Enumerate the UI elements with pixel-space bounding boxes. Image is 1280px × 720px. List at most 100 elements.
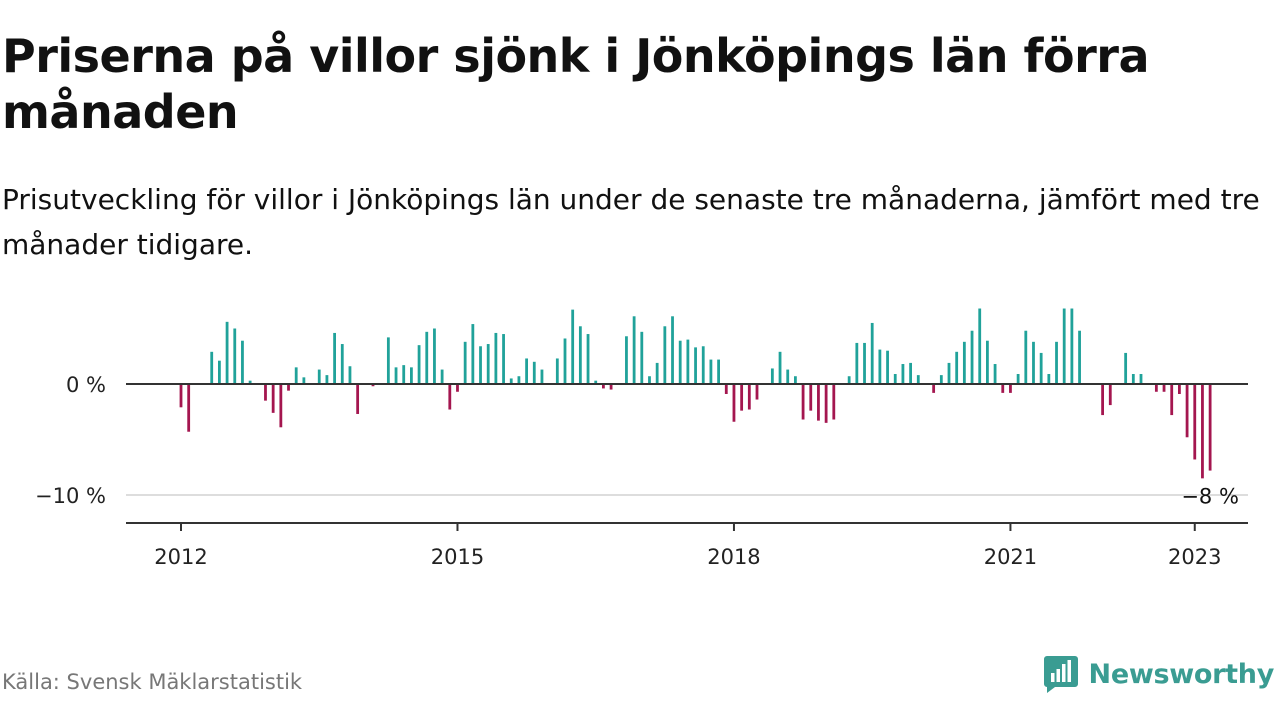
bar-chart: 0 % −10 % 2012 2015 2018 2021 2023 −8 %: [35, 308, 1248, 569]
chart-title: Priserna på villor sjönk i Jönköpings lä…: [2, 29, 1149, 139]
bar-positive: [1131, 374, 1135, 384]
bar-positive: [901, 364, 905, 384]
newsworthy-logo: Newsworthy: [1043, 653, 1274, 695]
bar-positive: [248, 380, 252, 384]
bar-positive: [532, 361, 536, 384]
bar-positive: [1032, 341, 1035, 384]
bar-positive: [709, 359, 713, 384]
bar-negative: [1154, 384, 1158, 392]
bar-negative: [809, 384, 813, 411]
bar-positive: [955, 351, 959, 384]
bar-positive: [325, 375, 329, 384]
bar-positive: [640, 331, 644, 384]
bar-positive: [1124, 352, 1128, 384]
bar-positive: [663, 326, 667, 384]
bar-negative: [1201, 384, 1204, 479]
bar-positive: [517, 376, 521, 384]
bar-positive: [394, 367, 398, 384]
bar-negative: [287, 384, 290, 391]
bar-positive: [1024, 330, 1028, 384]
bar-positive: [947, 362, 951, 384]
latest-value-label: −8 %: [1181, 485, 1239, 509]
bar-positive: [594, 380, 598, 384]
bar-positive: [417, 345, 421, 384]
bar-positive: [210, 351, 214, 384]
bar-positive: [1062, 308, 1066, 384]
bar-negative: [1178, 384, 1181, 394]
newsworthy-logo-text: Newsworthy: [1088, 658, 1275, 690]
bar-positive: [233, 328, 237, 384]
bar-negative: [179, 384, 183, 408]
bar-negative: [801, 384, 805, 420]
bar-positive: [686, 339, 690, 384]
bar-positive: [1078, 330, 1081, 384]
bar-positive: [317, 369, 321, 384]
bar-positive: [348, 366, 352, 384]
bar-positive: [502, 334, 505, 384]
bar-negative: [271, 384, 275, 413]
x-tick-label: 2023: [1168, 545, 1221, 569]
bar-negative: [1170, 384, 1174, 416]
bar-negative: [932, 384, 936, 393]
bar-positive: [571, 309, 575, 384]
bar-negative: [1009, 384, 1012, 393]
source-note: Källa: Svensk Mäklarstatistik: [2, 670, 303, 694]
bar-negative: [371, 384, 375, 387]
bar-positive: [586, 334, 590, 384]
bar-positive: [847, 376, 851, 384]
bar-positive: [578, 326, 582, 384]
bar-negative: [1001, 384, 1005, 393]
x-tick-label: 2012: [154, 545, 207, 569]
bar-positive: [1055, 341, 1058, 384]
bar-positive: [471, 324, 475, 384]
bar-negative: [732, 384, 736, 422]
bar-negative: [1208, 384, 1212, 471]
bar-negative: [1193, 384, 1197, 460]
bar-positive: [648, 376, 651, 384]
bar-positive: [555, 358, 559, 384]
bar-positive: [1070, 308, 1074, 384]
bar-positive: [386, 337, 390, 384]
bar-negative: [602, 384, 605, 389]
bar-positive: [479, 346, 482, 384]
bar-negative: [609, 384, 613, 390]
bar-positive: [986, 340, 989, 384]
bar-positive: [701, 346, 705, 384]
x-tick-label: 2015: [431, 545, 484, 569]
bar-positive: [970, 330, 974, 384]
bar-positive: [893, 374, 897, 384]
bar-positive: [463, 341, 467, 384]
bar-positive: [241, 340, 244, 384]
bar-positive: [870, 322, 874, 384]
bar-positive: [778, 351, 782, 384]
chart-subtitle: Prisutveckling för villor i Jönköpings l…: [2, 183, 1260, 261]
bar-positive: [563, 338, 567, 384]
bar-positive: [540, 369, 544, 384]
bar-negative: [724, 384, 728, 394]
bar-positive: [1039, 352, 1043, 384]
bar-positive: [302, 377, 306, 384]
bar-positive: [333, 332, 336, 384]
bar-negative: [747, 384, 751, 410]
bar-positive: [717, 359, 720, 384]
y-tick-label: −10 %: [35, 484, 106, 508]
bar-negative: [832, 384, 836, 420]
bar-positive: [878, 349, 882, 384]
bar-positive: [294, 367, 298, 384]
bar-positive: [433, 328, 436, 384]
bar-negative: [187, 384, 191, 432]
bar-positive: [909, 362, 912, 384]
bar-positive: [916, 375, 920, 384]
bar-negative: [1108, 384, 1112, 406]
bar-negative: [1101, 384, 1104, 416]
bar-negative: [356, 384, 360, 414]
bar-positive: [425, 331, 429, 384]
bar-positive: [939, 375, 943, 384]
bar-positive: [694, 347, 697, 384]
bar-positive: [486, 344, 490, 384]
bar-positive: [1139, 374, 1143, 384]
bar-negative: [448, 384, 452, 410]
bar-positive: [225, 321, 229, 384]
bar-positive: [962, 341, 966, 384]
bar-positive: [340, 344, 344, 384]
